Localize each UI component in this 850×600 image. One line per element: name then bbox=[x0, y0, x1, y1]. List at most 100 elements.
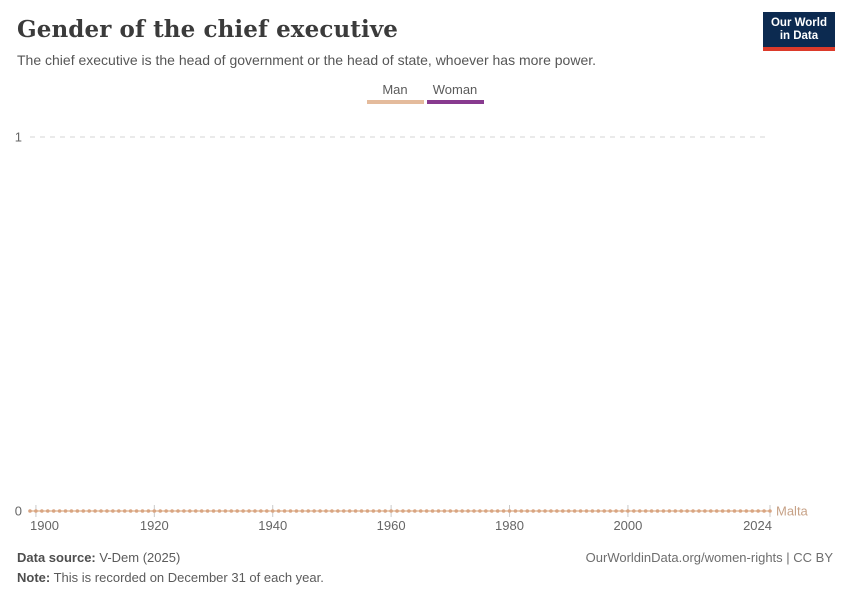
data-point-dot bbox=[685, 509, 689, 513]
data-point-dot bbox=[176, 509, 180, 513]
data-point-dot bbox=[229, 509, 234, 513]
data-point-dot bbox=[318, 509, 322, 513]
data-point-dot bbox=[241, 509, 245, 513]
data-point-dot bbox=[519, 509, 524, 513]
data-point-dot bbox=[472, 509, 476, 513]
data-point-dot bbox=[691, 509, 695, 513]
chart-footer: Data source: V-Dem (2025) Note: This is … bbox=[17, 548, 833, 588]
data-source-value: V-Dem (2025) bbox=[99, 550, 181, 565]
data-point-dot bbox=[294, 509, 299, 513]
data-point-dot bbox=[193, 509, 198, 513]
data-point-dot bbox=[282, 509, 287, 513]
data-point-dot bbox=[353, 509, 358, 513]
data-point-dot bbox=[40, 509, 44, 513]
x-axis-label-2000: 2000 bbox=[613, 518, 642, 533]
data-point-dot bbox=[525, 509, 530, 513]
x-axis-label-1900: 1900 bbox=[30, 518, 59, 533]
data-point-dot bbox=[87, 509, 91, 513]
data-point-dot bbox=[442, 509, 447, 513]
data-point-dot bbox=[377, 509, 382, 513]
data-point-dot bbox=[732, 509, 737, 513]
data-point-dot bbox=[460, 509, 464, 513]
data-point-dot bbox=[341, 509, 346, 513]
data-point-dot bbox=[655, 509, 660, 513]
data-point-dot bbox=[122, 509, 127, 513]
note-label: Note: bbox=[17, 570, 51, 585]
data-point-dot bbox=[566, 509, 571, 513]
data-point-dot bbox=[306, 509, 311, 513]
data-point-dot bbox=[590, 509, 595, 513]
data-point-dot bbox=[247, 509, 251, 513]
data-point-dot bbox=[63, 509, 68, 513]
data-point-dot bbox=[45, 509, 50, 513]
data-point-dot bbox=[424, 509, 429, 513]
legend-item-man[interactable]: Man bbox=[366, 83, 424, 104]
data-point-dot bbox=[75, 509, 80, 513]
data-point-dot bbox=[637, 509, 642, 513]
data-point-dot bbox=[413, 509, 417, 513]
data-point-dot bbox=[128, 509, 133, 513]
data-point-dot bbox=[117, 509, 121, 513]
data-point-dot bbox=[649, 509, 654, 513]
data-point-dot bbox=[182, 509, 186, 513]
data-point-dot bbox=[300, 509, 305, 513]
data-point-dot bbox=[140, 509, 145, 513]
data-point-dot bbox=[188, 509, 192, 513]
data-point-dot bbox=[608, 509, 612, 513]
data-point-dot bbox=[697, 509, 701, 513]
chart-header: Gender of the chief executive The chief … bbox=[17, 16, 750, 69]
data-point-dot bbox=[620, 509, 624, 513]
data-point-dot bbox=[57, 509, 62, 513]
data-point-dot bbox=[34, 509, 38, 513]
data-point-dot bbox=[531, 509, 535, 513]
data-point-dot bbox=[436, 509, 441, 513]
note-value: This is recorded on December 31 of each … bbox=[53, 570, 324, 585]
data-point-dot bbox=[158, 509, 163, 513]
data-point-dot bbox=[134, 509, 139, 513]
page-subtitle: The chief executive is the head of gover… bbox=[17, 52, 597, 68]
data-point-dot bbox=[768, 509, 772, 513]
data-point-dot bbox=[312, 509, 316, 513]
data-point-dot bbox=[555, 509, 559, 513]
data-point-dot bbox=[501, 509, 506, 513]
data-point-dot bbox=[466, 509, 470, 513]
data-point-dot bbox=[407, 509, 411, 513]
data-source-line: Data source: V-Dem (2025) bbox=[17, 548, 324, 568]
data-point-dot bbox=[253, 509, 257, 513]
data-point-dot bbox=[448, 509, 453, 513]
data-point-dot bbox=[561, 509, 565, 513]
data-point-dot bbox=[614, 509, 618, 513]
data-point-dot bbox=[105, 509, 109, 513]
owid-logo: Our World in Data bbox=[762, 12, 835, 51]
x-axis-label-1920: 1920 bbox=[140, 518, 169, 533]
data-point-dot bbox=[549, 509, 553, 513]
y-axis-label-1: 1 bbox=[15, 130, 22, 145]
x-axis-label-1940: 1940 bbox=[258, 518, 287, 533]
data-point-dot bbox=[578, 509, 583, 513]
y-axis-label-0: 0 bbox=[15, 504, 22, 519]
data-point-dot bbox=[430, 509, 435, 513]
data-point-dot bbox=[484, 509, 488, 513]
entity-label-malta[interactable]: Malta bbox=[776, 504, 809, 519]
data-point-dot bbox=[81, 509, 86, 513]
data-point-dot bbox=[164, 509, 168, 513]
data-point-dot bbox=[537, 509, 541, 513]
data-point-dot bbox=[478, 509, 482, 513]
data-point-dot bbox=[401, 509, 405, 513]
data-point-dot bbox=[371, 509, 376, 513]
data-point-dot bbox=[111, 509, 115, 513]
data-point-dot bbox=[738, 509, 743, 513]
data-point-dot bbox=[259, 509, 263, 513]
footer-citation-link[interactable]: OurWorldinData.org/women-rights | CC BY bbox=[585, 550, 833, 565]
data-point-dot bbox=[703, 509, 707, 513]
data-point-dot bbox=[489, 509, 494, 513]
data-point-dot bbox=[454, 509, 459, 513]
legend-swatch-woman bbox=[426, 100, 484, 104]
data-point-dot bbox=[543, 509, 547, 513]
data-point-dot bbox=[626, 509, 630, 513]
legend-item-woman[interactable]: Woman bbox=[426, 83, 484, 104]
data-point-dot bbox=[762, 509, 766, 513]
data-point-dot bbox=[418, 509, 423, 513]
data-point-dot bbox=[211, 509, 216, 513]
